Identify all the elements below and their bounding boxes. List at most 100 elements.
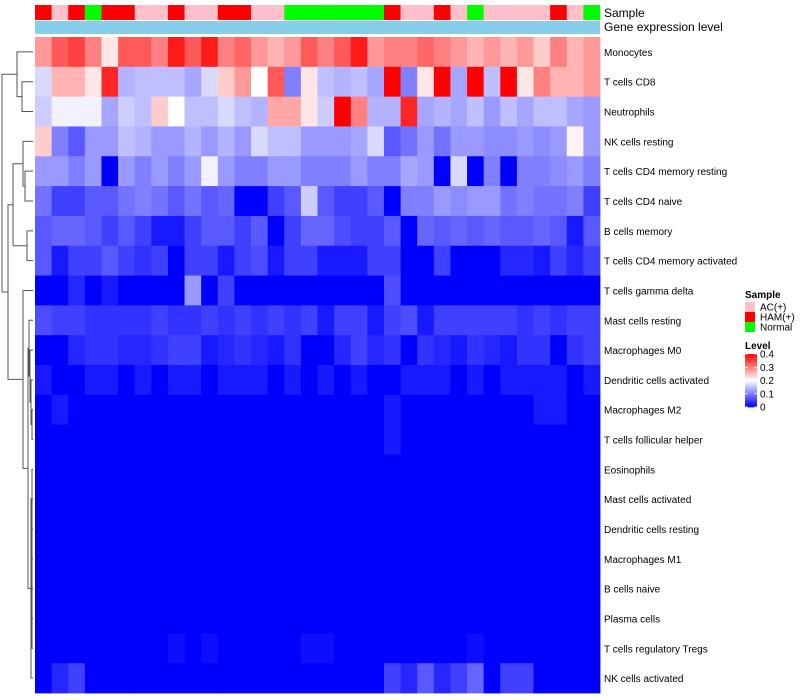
heatmap-cell bbox=[151, 126, 169, 157]
heatmap-cell bbox=[367, 454, 385, 485]
heatmap-cell bbox=[350, 663, 368, 694]
heatmap-cell bbox=[167, 215, 185, 247]
heatmap-cell bbox=[317, 573, 335, 604]
sample-legend-swatch bbox=[745, 302, 755, 312]
heatmap-cell bbox=[35, 365, 53, 396]
sample-legend-label: Normal bbox=[760, 323, 792, 334]
heatmap-cell bbox=[566, 126, 584, 157]
heatmap-cell bbox=[500, 96, 518, 127]
dendrogram-branch bbox=[1, 73, 17, 293]
heatmap-cell bbox=[500, 424, 518, 455]
heatmap-cell bbox=[201, 96, 219, 127]
sample-annotation-cell bbox=[217, 5, 235, 20]
heatmap-cell bbox=[51, 663, 69, 694]
heatmap-cell bbox=[500, 633, 518, 664]
heatmap-cell bbox=[251, 543, 269, 575]
sample-annotation-bar bbox=[35, 5, 601, 20]
heatmap-cell bbox=[533, 484, 551, 515]
heatmap-cell bbox=[450, 633, 468, 664]
heatmap-cell bbox=[284, 215, 302, 247]
heatmap-cell bbox=[234, 156, 252, 187]
heatmap-cell bbox=[151, 245, 169, 276]
heatmap-cell bbox=[467, 245, 485, 276]
heatmap-cell bbox=[483, 275, 501, 306]
heatmap-cell bbox=[417, 484, 435, 515]
heatmap-cell bbox=[51, 66, 69, 98]
heatmap-cell bbox=[516, 96, 534, 127]
heatmap-cell bbox=[68, 633, 86, 664]
heatmap-cell bbox=[533, 305, 551, 336]
heatmap-cell bbox=[350, 245, 368, 276]
heatmap-cell bbox=[450, 37, 468, 68]
heatmap-cell bbox=[467, 424, 485, 455]
heatmap-cell bbox=[300, 484, 318, 515]
heatmap-cell bbox=[300, 126, 318, 157]
heatmap-cell bbox=[167, 543, 185, 575]
heatmap-cell bbox=[101, 215, 119, 247]
heatmap-cell bbox=[201, 245, 219, 276]
heatmap-cell bbox=[317, 633, 335, 664]
expression-annotation-bar bbox=[35, 21, 600, 34]
heatmap-cell bbox=[251, 66, 269, 98]
heatmap-cell bbox=[201, 543, 219, 575]
heatmap-cell bbox=[583, 96, 601, 127]
heatmap-cell bbox=[450, 424, 468, 455]
heatmap-cell bbox=[101, 543, 119, 575]
heatmap-cell bbox=[500, 394, 518, 426]
heatmap-cell bbox=[550, 66, 568, 98]
heatmap-cell bbox=[467, 126, 485, 157]
heatmap-cell bbox=[251, 156, 269, 187]
heatmap-cell bbox=[483, 484, 501, 515]
heatmap-cell bbox=[35, 37, 53, 68]
heatmap-cell bbox=[267, 305, 285, 336]
heatmap-cell bbox=[516, 394, 534, 426]
heatmap-cell bbox=[566, 186, 584, 217]
heatmap-cell bbox=[284, 663, 302, 694]
heatmap-cell bbox=[201, 394, 219, 426]
heatmap-cell bbox=[35, 66, 53, 98]
heatmap-cell bbox=[583, 37, 601, 68]
heatmap-cell bbox=[566, 37, 584, 68]
heatmap-cell bbox=[383, 186, 401, 217]
heatmap-cell bbox=[251, 484, 269, 515]
heatmap-cell bbox=[151, 156, 169, 187]
heatmap-cell bbox=[84, 245, 102, 276]
heatmap-cell bbox=[433, 543, 451, 575]
row-label: Eosinophils bbox=[604, 465, 655, 476]
heatmap-cell bbox=[516, 156, 534, 187]
heatmap-cell bbox=[334, 573, 352, 604]
row-label: B cells naive bbox=[604, 585, 661, 596]
sample-legend-label: HAM(+) bbox=[760, 313, 795, 324]
heatmap-cell bbox=[367, 186, 385, 217]
heatmap-cell bbox=[234, 186, 252, 217]
heatmap-cell bbox=[566, 484, 584, 515]
heatmap-cell bbox=[533, 543, 551, 575]
heatmap-cell bbox=[433, 156, 451, 187]
heatmap-cell bbox=[51, 454, 69, 485]
heatmap-cell bbox=[334, 424, 352, 455]
heatmap-cell bbox=[367, 96, 385, 127]
heatmap-cell bbox=[417, 305, 435, 336]
heatmap-cell bbox=[84, 96, 102, 127]
heatmap-cell bbox=[516, 335, 534, 366]
heatmap-cell bbox=[300, 96, 318, 127]
heatmap-cell bbox=[550, 305, 568, 336]
heatmap-cell bbox=[184, 335, 202, 366]
heatmap-cell bbox=[184, 215, 202, 247]
heatmap-cell bbox=[101, 156, 119, 187]
heatmap-cell bbox=[433, 305, 451, 336]
heatmap-cell bbox=[350, 156, 368, 187]
heatmap-cell bbox=[417, 454, 435, 485]
heatmap-cell bbox=[118, 186, 136, 217]
heatmap-cell bbox=[68, 156, 86, 187]
heatmap-cell bbox=[367, 603, 385, 634]
heatmap-cell bbox=[334, 514, 352, 545]
heatmap-cell bbox=[317, 126, 335, 157]
heatmap-cell bbox=[284, 543, 302, 575]
heatmap-cell bbox=[68, 365, 86, 396]
heatmap-cell bbox=[417, 603, 435, 634]
heatmap-cell bbox=[317, 365, 335, 396]
level-legend: Level 0.4 0.3 0.2 0.1 0 bbox=[745, 341, 774, 414]
heatmap-cell bbox=[68, 484, 86, 515]
heatmap-cell bbox=[550, 245, 568, 276]
